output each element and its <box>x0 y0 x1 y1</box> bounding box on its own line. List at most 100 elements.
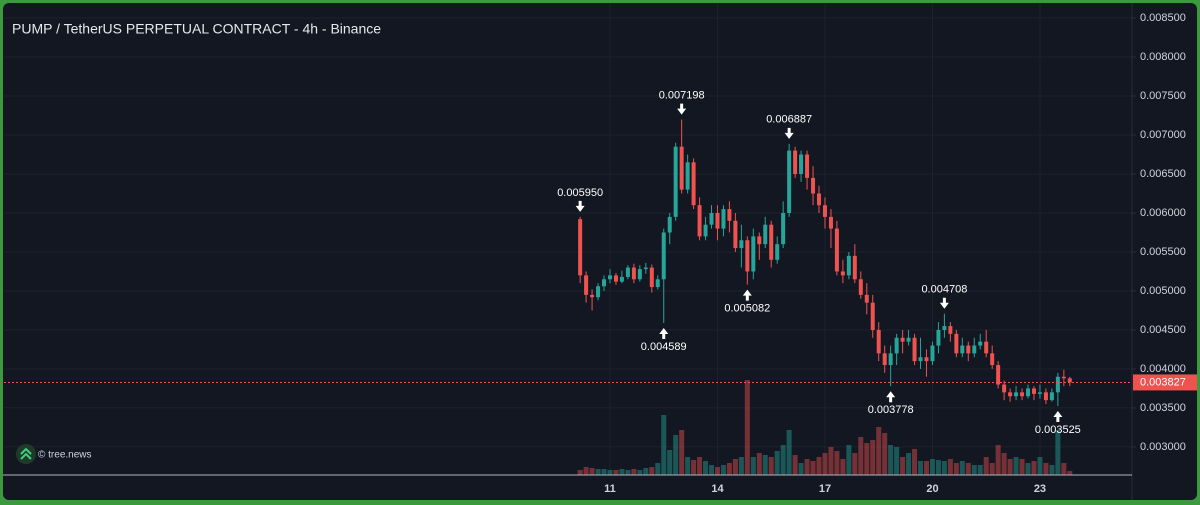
annotation-arrow <box>784 127 794 139</box>
candle-body <box>882 353 887 366</box>
candle-body <box>852 255 857 280</box>
volume-bar <box>691 460 697 475</box>
candle-body <box>631 267 636 280</box>
watermark-text: © tree.news <box>38 450 92 461</box>
volume-bar <box>792 455 798 475</box>
candle-body <box>1002 384 1007 393</box>
volume-bar <box>661 415 667 475</box>
candle-body <box>685 162 690 190</box>
volume-bar <box>882 433 888 475</box>
volume-bar <box>989 463 995 475</box>
candle-body <box>894 337 899 354</box>
candle-body <box>745 240 750 272</box>
y-tick-label: 0.004000 <box>1140 363 1186 375</box>
candle-body <box>715 212 720 229</box>
volume-bar <box>906 453 912 475</box>
volume-bar <box>756 453 762 475</box>
chart-title: PUMP / TetherUS PERPETUAL CONTRACT - 4h … <box>12 21 381 37</box>
volume-bar <box>977 465 983 475</box>
volume-bar <box>780 445 786 475</box>
volume-bar <box>589 468 595 475</box>
y-tick-label: 0.003500 <box>1140 402 1186 414</box>
volume-bar <box>840 459 846 475</box>
volume-bar <box>703 461 709 475</box>
candle-body <box>649 267 654 288</box>
volume-bar <box>726 463 732 475</box>
candle-body <box>978 341 983 346</box>
volume-bar <box>613 470 619 475</box>
y-tick-label: 0.003000 <box>1140 441 1186 453</box>
volume-bar <box>935 460 941 475</box>
candle-body <box>816 193 821 206</box>
candle-body <box>596 286 601 298</box>
candle-body <box>590 294 595 298</box>
candle-body <box>613 275 618 282</box>
x-tick-label: 17 <box>819 483 831 495</box>
volume-bar <box>577 470 583 475</box>
annotation-label: 0.005950 <box>557 187 603 199</box>
volume-bar <box>929 459 935 475</box>
volume-bar <box>649 467 655 475</box>
volume-bar <box>828 447 834 475</box>
watermark-icon-glyph <box>20 447 32 460</box>
annotation-label: 0.007198 <box>659 89 705 101</box>
candle-body <box>822 205 827 217</box>
candle-body <box>679 146 684 190</box>
candle-body <box>1043 392 1048 401</box>
annotation-label: 0.003778 <box>868 404 914 416</box>
candle-body <box>602 279 607 287</box>
volume-bar <box>637 470 643 475</box>
candle-body <box>906 337 911 342</box>
candle-body <box>1026 388 1031 397</box>
candle-body <box>918 357 923 362</box>
y-tick-label: 0.006000 <box>1140 207 1186 219</box>
candle-body <box>1061 376 1066 379</box>
volume-bar <box>667 450 673 475</box>
volume-bar <box>923 461 929 475</box>
overlay-layer: 0.005950 0.004589 0.007198 0.005082 0.006887… <box>4 89 1132 436</box>
candle-body <box>805 154 810 178</box>
volume-bar <box>900 457 906 475</box>
y-tick-label: 0.005500 <box>1140 246 1186 258</box>
volume-bar <box>1025 463 1031 475</box>
volume-bar <box>1031 461 1037 475</box>
candle-body <box>697 205 702 237</box>
volume-bar <box>750 457 756 475</box>
y-tick-label: 0.005000 <box>1140 285 1186 297</box>
candle-body <box>1037 392 1042 394</box>
volume-bar <box>619 469 625 475</box>
annotation-arrow <box>742 289 752 301</box>
candle-body <box>1014 392 1019 397</box>
candle-body <box>972 345 977 354</box>
annotation-label: 0.004589 <box>641 341 687 353</box>
candle-body <box>578 219 583 276</box>
candle-body <box>727 209 732 221</box>
candle-body <box>1031 388 1036 394</box>
candle-body <box>584 275 589 295</box>
volume-bar <box>822 453 828 475</box>
volume-bar <box>738 457 744 475</box>
volume-bar <box>959 461 965 475</box>
candle-body <box>703 224 708 237</box>
volume-bar <box>768 457 774 475</box>
candle-body <box>828 216 833 229</box>
volume-bar <box>912 449 918 475</box>
candle-body <box>625 267 630 277</box>
candle-body <box>888 353 893 366</box>
y-tick-label: 0.007000 <box>1140 129 1186 141</box>
candle-body <box>781 212 786 245</box>
candle-body <box>948 326 953 334</box>
volume-bar <box>685 457 691 475</box>
candle-body <box>984 341 989 354</box>
candle-body <box>990 353 995 366</box>
y-tick-label: 0.004500 <box>1140 324 1186 336</box>
volume-bar <box>714 467 720 475</box>
volume-bar <box>601 469 607 475</box>
candle-body <box>912 337 917 362</box>
volume-layer <box>577 380 1073 475</box>
candle-body <box>840 271 845 276</box>
volume-bar <box>697 457 703 475</box>
volume-bar <box>720 465 726 475</box>
volume-bar <box>870 440 876 475</box>
volume-bar <box>941 461 947 475</box>
